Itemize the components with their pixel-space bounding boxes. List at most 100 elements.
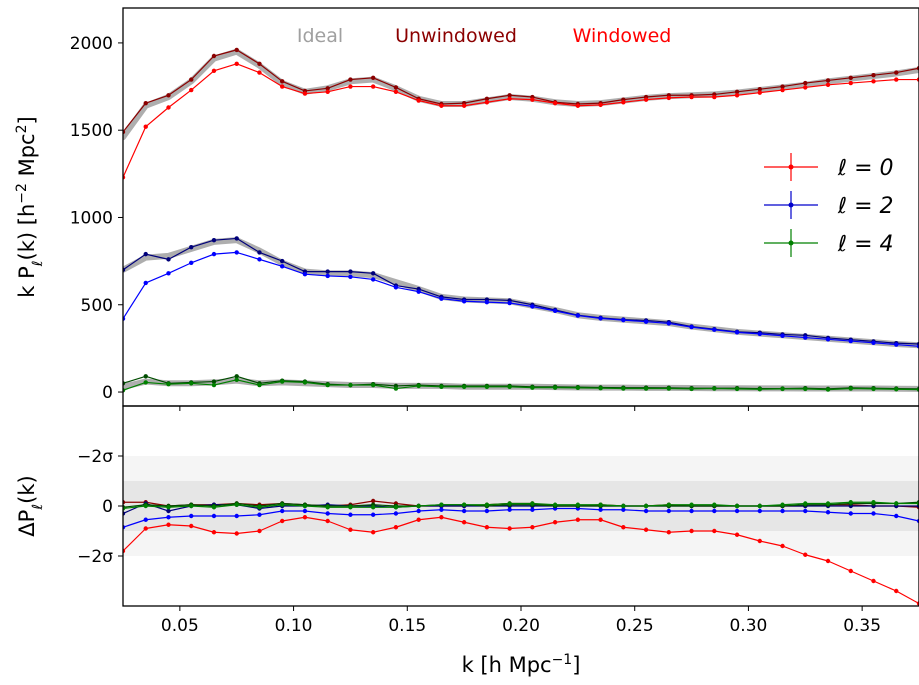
top-y-tick-label-2: 1000	[70, 208, 113, 228]
top-l2-windowed-point-19	[552, 308, 558, 314]
top-l4-unwindowed-point-1	[143, 374, 148, 379]
top-l4-windowed-point-26	[712, 386, 717, 391]
bottom-l0-windowed-point-22	[621, 525, 626, 530]
bottom-l0-windowed-point-3	[189, 523, 194, 529]
bottom-l4-windowed-point-23	[643, 503, 649, 509]
top-l0-unwindowed-point-11	[370, 75, 376, 81]
x-tick-label-2: 0.15	[388, 616, 426, 636]
top-l4-windowed-point-3	[189, 381, 194, 386]
axis-labels: k [h Mpc−1] k Pℓ(k) [h−2 Mpc2] ΔPℓ(k)	[14, 116, 580, 677]
top-l4-windowed-point-31	[825, 387, 831, 392]
top-l0-windowed-point-10	[348, 84, 353, 89]
top-l0-unwindowed-point-3	[189, 77, 194, 82]
bottom-y-tick-label-1: 0	[102, 497, 113, 517]
bottom-l0-windowed-point-8	[302, 515, 308, 520]
annotation-ideal: Ideal	[297, 25, 343, 47]
legend-marker-l4	[788, 240, 794, 246]
bottom-l4-windowed-point-16	[484, 502, 490, 507]
top-l0-windowed-point-22	[621, 100, 626, 105]
top-l0-windowed-point-23	[643, 97, 649, 102]
annotation-unwindowed: Unwindowed	[395, 25, 517, 47]
bottom-y-tick-label-2: −2σ	[77, 447, 113, 467]
bottom-l2-windowed-point-14	[439, 507, 444, 512]
top-l4-windowed-point-30	[803, 386, 808, 392]
top-l0-unwindowed-point-28	[757, 86, 762, 92]
top-l4-windowed-point-21	[598, 385, 603, 391]
top-l0-windowed-point-31	[825, 82, 831, 88]
top-l0-windowed-point-26	[712, 94, 717, 100]
top-l2-unwindowed-point-10	[348, 269, 353, 274]
top-l2-windowed-point-9	[325, 273, 330, 279]
bottom-l0-windowed-point-33	[871, 578, 876, 584]
bottom-l0-windowed-point-11	[370, 530, 376, 535]
top-l2-unwindowed-point-1	[143, 251, 148, 257]
top-l2-windowed-point-8	[302, 272, 308, 277]
top-l0-windowed-point-19	[552, 100, 558, 106]
top-y-tick-label-4: 2000	[70, 34, 113, 54]
bottom-l0-windowed-point-19	[552, 520, 558, 525]
top-l0-windowed-point-1	[143, 124, 148, 129]
bottom-l4-windowed-point-22	[621, 503, 626, 509]
top-l2-windowed-point-3	[189, 260, 194, 266]
bottom-l4-windowed-point-25	[689, 502, 694, 507]
bottom-l4-windowed-point-1	[143, 503, 148, 509]
top-l0-unwindowed-point-4	[211, 53, 217, 59]
top-l0-unwindowed-point-29	[780, 84, 785, 89]
top-l0-windowed-point-17	[507, 96, 512, 101]
bottom-l4-windowed-point-33	[871, 500, 876, 505]
bottom-l4-windowed-point-17	[507, 501, 512, 506]
legend-label-l2: ℓ = 2	[837, 194, 894, 219]
bottom-l4-windowed-point-10	[348, 505, 353, 510]
bottom-l0-windowed-point-34	[894, 588, 899, 594]
top-l2-windowed-point-34	[894, 342, 899, 347]
top-l2-windowed-line	[123, 251, 919, 347]
top-l0-windowed-point-29	[780, 87, 785, 93]
top-l0-windowed-point-27	[734, 93, 740, 98]
top-l4-windowed-point-33	[871, 386, 876, 392]
bottom-l2-windowed-point-22	[621, 507, 626, 512]
top-l4-unwindowed-point-4	[211, 379, 217, 384]
bottom-l0-windowed-point-2	[166, 522, 171, 527]
bottom-l2-windowed-point-24	[666, 508, 672, 514]
bottom-l2-windowed-point-11	[370, 512, 376, 517]
top-l0-windowed-point-9	[325, 89, 330, 94]
top-l4-windowed-point-22	[621, 386, 626, 391]
bottom-l4-unwindowed-line	[123, 501, 919, 508]
bottom-l4-windowed-point-31	[825, 501, 831, 506]
top-l0-unwindowed-point-7	[280, 79, 285, 84]
top-l4-windowed-point-19	[552, 385, 558, 390]
bottom-l4-windowed-point-19	[552, 502, 558, 507]
top-l0-windowed-point-16	[484, 100, 490, 105]
bottom-l2-windowed-point-6	[257, 512, 262, 517]
top-l2-windowed-point-16	[484, 299, 490, 305]
top-l0-windowed-point-25	[689, 94, 694, 100]
bottom-l2-windowed-point-33	[871, 511, 876, 516]
bottom-l0-windowed-point-21	[598, 517, 603, 522]
ticks: 0.05 0.10 0.15 0.20 0.25 0.30 0.35 0 500 1000 1500…	[70, 34, 881, 636]
bottom-l4-windowed-point-21	[598, 502, 603, 507]
top-l4-windowed-point-18	[530, 385, 535, 390]
bottom-l0-windowed-point-14	[439, 515, 444, 520]
bottom-l0-windowed-point-28	[757, 538, 762, 544]
legend: ℓ = 0 ℓ = 2 ℓ = 4	[764, 153, 894, 257]
legend-marker-l2	[788, 202, 794, 208]
bottom-l0-windowed-point-20	[575, 517, 581, 522]
top-l2-unwindowed-line	[123, 237, 919, 345]
top-l4-windowed-point-32	[848, 386, 853, 391]
bottom-l0-windowed-point-26	[712, 528, 717, 534]
bottom-l4-windowed-point-14	[439, 502, 444, 507]
top-l2-windowed-point-17	[507, 300, 512, 306]
top-l4-windowed-point-2	[166, 381, 171, 387]
top-l2-windowed-point-12	[393, 285, 399, 290]
top-l4-windowed-point-20	[575, 385, 581, 391]
top-l0-unwindowed-line	[123, 49, 919, 133]
bottom-l4-windowed-point-20	[575, 502, 581, 507]
top-l0-windowed-line	[123, 63, 919, 178]
bottom-l4-windowed-point-13	[416, 503, 421, 509]
bottom-l4-windowed-point-24	[666, 502, 672, 507]
top-l0-windowed-point-2	[166, 105, 171, 110]
bottom-l0-windowed-point-17	[507, 526, 512, 531]
top-l0-unwindowed-point-6	[257, 61, 262, 67]
top-l0-unwindowed-point-17	[507, 93, 512, 98]
top-l2-windowed-point-22	[621, 317, 626, 323]
